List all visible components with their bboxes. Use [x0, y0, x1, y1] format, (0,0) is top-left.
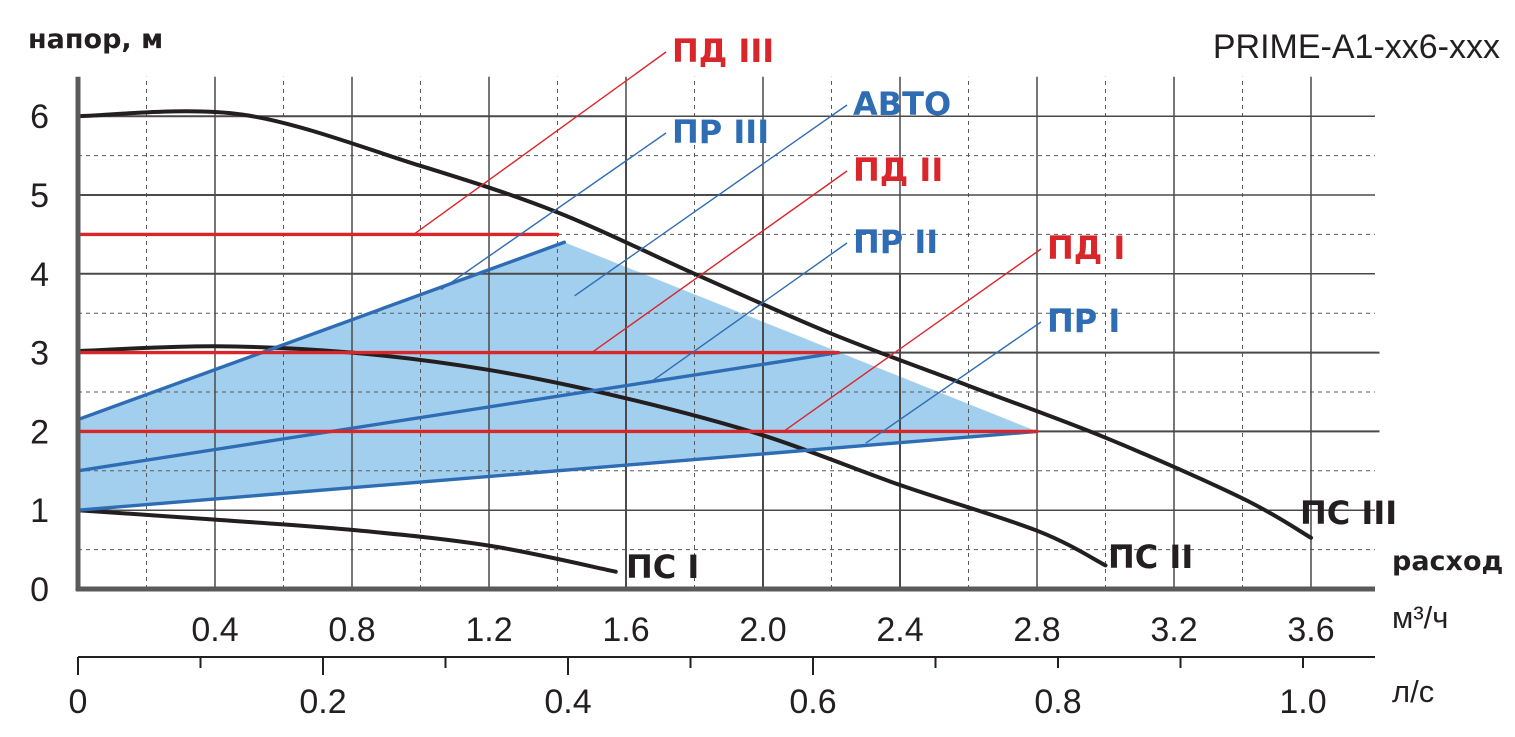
- annotation-layer: ПД III ПР III АВТО ПД II ПР II ПД I ПР I ПС I ПС…: [413, 32, 1397, 586]
- y-tick-label: 5: [30, 177, 49, 215]
- x-tick-label: 0.4: [191, 611, 238, 649]
- auto-region: [78, 242, 1037, 511]
- series-пс-i: [76, 508, 618, 574]
- x-tick-label: 2.0: [739, 611, 786, 649]
- annotation-label: ПР II: [853, 223, 938, 261]
- annotation-label: ПД II: [853, 151, 943, 189]
- series-пс-iii: [76, 109, 1313, 540]
- y-tick-label: 0: [30, 571, 49, 609]
- annotation-label: ПД I: [1047, 229, 1125, 267]
- auto-region-layer: [78, 242, 1037, 511]
- tick-label-layer: 0 1 2 3 4 5 6 0.4 0.8 1.2 1.6 2.0 2.4 2.8 3.2 3.6 0 0.2 0.…: [30, 98, 1335, 721]
- annotation-leader: [440, 132, 667, 291]
- curve-end-label: ПС III: [1300, 494, 1397, 532]
- annotation-label: ПР I: [1047, 302, 1120, 340]
- x2-tick-label: 0.8: [1034, 683, 1081, 721]
- annotation-leader: [783, 248, 1042, 432]
- series-пр-i: [76, 429, 1039, 512]
- series-пс-ii: [76, 344, 1108, 568]
- annotation-leader: [649, 242, 848, 384]
- x-tick-label: 1.6: [602, 611, 649, 649]
- series-пр-ii: [76, 350, 841, 473]
- y-tick-label: 3: [30, 335, 49, 373]
- x-tick-label: 3.6: [1287, 611, 1334, 649]
- chart-title: PRIME-A1-xx6-xxx: [1213, 28, 1500, 66]
- x-unit-primary: м³/ч: [1392, 600, 1448, 635]
- x2-tick-label: 1.0: [1279, 683, 1326, 721]
- x2-tick-label: 0.6: [789, 683, 836, 721]
- y-tick-label: 6: [30, 98, 49, 136]
- y-tick-label: 4: [30, 256, 49, 294]
- x-tick-label: 2.8: [1013, 611, 1060, 649]
- annotation-leader: [591, 170, 848, 354]
- axes-layer: [75, 76, 1375, 675]
- annotation-leader: [413, 51, 667, 235]
- y-tick-label: 1: [30, 492, 49, 530]
- x-tick-label: 0.8: [328, 611, 375, 649]
- annotation-leader: [865, 321, 1042, 444]
- x-tick-label: 1.2: [465, 611, 512, 649]
- annotation-leader: [574, 104, 848, 297]
- x2-tick-label: 0.2: [299, 683, 346, 721]
- curve-end-label: ПС I: [626, 548, 699, 586]
- series-пр-iii: [76, 240, 567, 422]
- y-tick-label: 2: [30, 413, 49, 451]
- x-tick-label: 2.4: [876, 611, 923, 649]
- x-axis-label: расход: [1392, 546, 1503, 577]
- curve-end-label: ПС II: [1108, 538, 1193, 576]
- x-tick-label: 3.2: [1150, 611, 1197, 649]
- annotation-label: ПР III: [672, 113, 769, 151]
- series-layer: [76, 109, 1313, 574]
- x-unit-secondary: л/с: [1392, 674, 1434, 709]
- x2-tick-label: 0.4: [544, 683, 591, 721]
- y-axis-label: напор, м: [28, 24, 163, 55]
- annotation-label: ПД III: [672, 32, 774, 70]
- annotation-label: АВТО: [853, 85, 951, 123]
- x2-tick-label: 0: [69, 683, 88, 721]
